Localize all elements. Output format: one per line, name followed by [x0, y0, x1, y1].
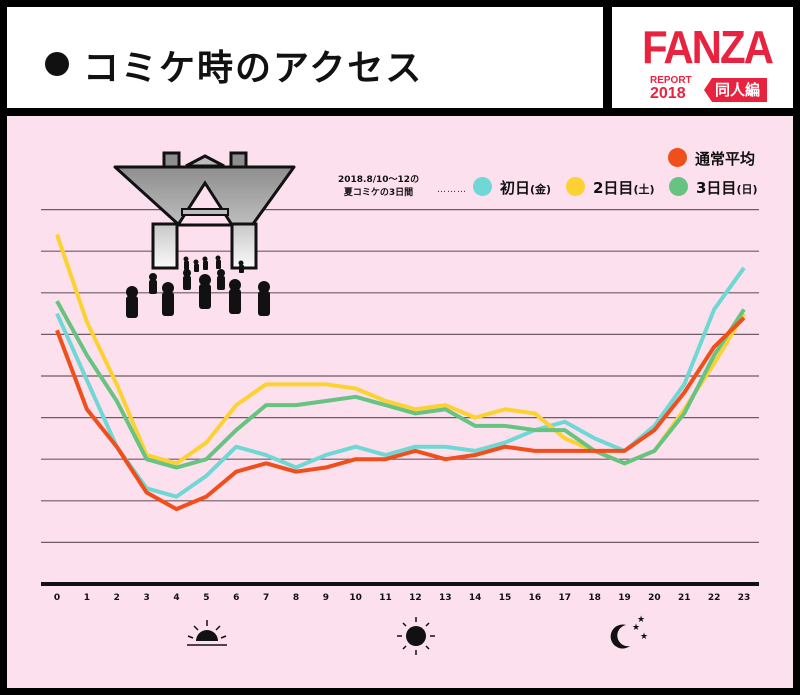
legend-item-day3: 3日目(日) — [669, 177, 758, 198]
x-tick-label: 10 — [349, 593, 362, 603]
series-line — [55, 316, 746, 512]
legend-item-day2: 2日目(土) — [566, 177, 655, 198]
x-tick-label: 1 — [83, 593, 90, 603]
x-tick-label: 4 — [173, 593, 180, 603]
brand-logo: FANZA — [642, 21, 774, 73]
x-tick-label: 5 — [203, 593, 210, 603]
x-tick-label: 9 — [322, 593, 329, 603]
gridlines — [41, 209, 759, 544]
legend-swatch-average — [668, 148, 687, 167]
legend-item-average: 通常平均 — [668, 148, 755, 169]
title-box: コミケ時のアクセス — [7, 7, 603, 108]
x-tick-label: 16 — [528, 593, 542, 603]
big-sight-illustration-icon — [113, 151, 296, 318]
svg-text:★: ★ — [637, 615, 645, 625]
legend-leader: ……… — [437, 185, 467, 195]
legend-note-line2: 夏コミケの3日間 — [343, 188, 414, 198]
logo-year: 2018 — [650, 85, 686, 102]
x-tick-label: 13 — [439, 593, 452, 603]
x-tick-label: 19 — [618, 593, 631, 603]
x-tick-label: 3 — [143, 593, 150, 603]
legend-swatch-day1 — [473, 177, 492, 196]
legend-label-average: 通常平均 — [695, 150, 756, 168]
x-tick-label: 23 — [737, 593, 751, 603]
legend-label-day3: 3日目 — [696, 179, 737, 197]
svg-text:★: ★ — [640, 632, 648, 642]
x-tick-label: 6 — [233, 593, 240, 603]
x-tick-label: 21 — [678, 593, 691, 603]
x-tick-label: 15 — [498, 593, 512, 603]
x-tick-label: 14 — [468, 593, 482, 603]
legend-label-day2: 2日目 — [593, 179, 634, 197]
bullet-icon — [45, 52, 69, 76]
x-tick-label: 8 — [292, 593, 300, 603]
legend-suffix-day1: (金) — [530, 183, 552, 196]
logo-badge: 同人編 — [704, 78, 767, 102]
moon-stars-icon: ★ ★ ★ — [610, 615, 648, 649]
chart-panel — [7, 116, 793, 688]
x-tick-label: 22 — [707, 593, 721, 603]
legend-suffix-day2: (土) — [633, 183, 655, 196]
sunrise-icon — [187, 620, 227, 646]
series-line — [55, 300, 746, 470]
x-tick-label: 18 — [588, 593, 601, 603]
legend-item-day1: 初日(金) — [473, 177, 551, 198]
x-tick-label: 17 — [558, 593, 572, 603]
legend-swatch-day3 — [669, 177, 688, 196]
legend-note: 2018.8/10〜12の 夏コミケの3日間 — [338, 174, 419, 200]
x-tick-label: 20 — [648, 593, 661, 603]
x-tick-label: 0 — [53, 593, 61, 603]
chart-series — [55, 233, 746, 512]
page-title: コミケ時のアクセス — [45, 39, 423, 91]
x-tick-label: 7 — [262, 593, 270, 603]
legend-suffix-day3: (日) — [736, 183, 758, 196]
legend-swatch-day2 — [566, 177, 585, 196]
x-tick-label: 12 — [409, 593, 422, 603]
page-title-text: コミケ時のアクセス — [83, 48, 424, 89]
svg-text:★: ★ — [632, 623, 640, 633]
legend-label-day1: 初日 — [500, 179, 531, 197]
x-tick-label: 2 — [113, 593, 120, 603]
legend-note-line1: 2018.8/10〜12の — [338, 175, 420, 185]
sun-icon — [397, 617, 435, 655]
x-tick-label: 11 — [379, 593, 392, 603]
logo-report-label: REPORT — [650, 75, 692, 86]
logo-box: FANZA REPORT 2018 同人編 — [612, 7, 793, 108]
